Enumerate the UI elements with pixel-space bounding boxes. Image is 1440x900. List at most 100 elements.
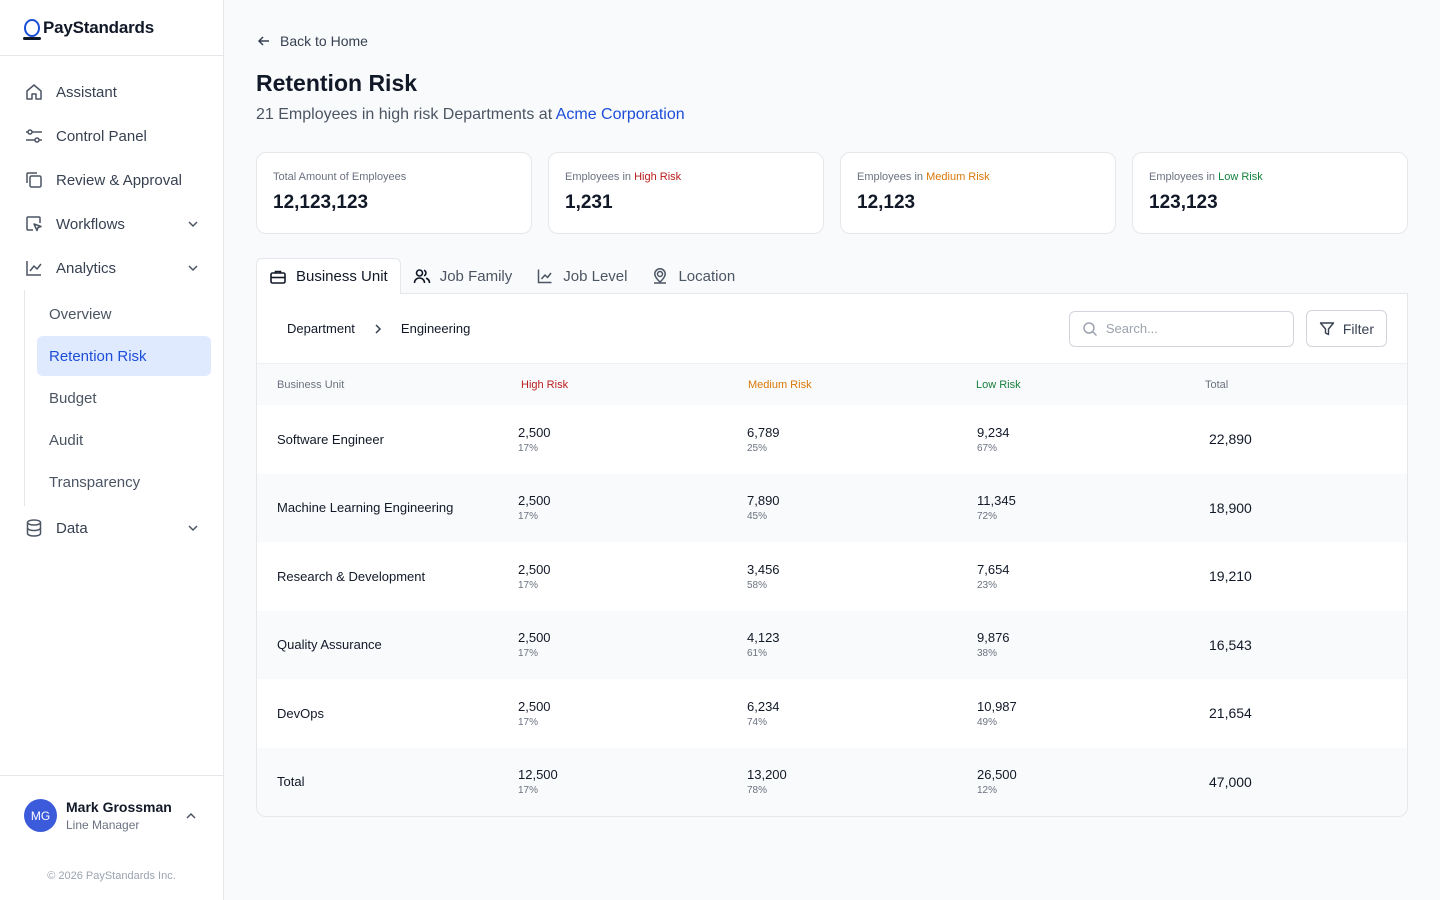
back-link[interactable]: Back to Home [256,33,368,49]
sidebar-item-label: Control Panel [56,127,147,145]
cell-percent: 17% [518,442,539,454]
chevron-down-icon[interactable] [185,260,201,276]
col-header-business-unit[interactable]: Business Unit [277,378,345,391]
sidebar-item-assistant[interactable]: Assistant [0,70,223,114]
cell-percent: 17% [518,716,539,728]
sidebar-item-budget[interactable]: Budget [49,389,97,407]
cell-value: 6,234 [747,698,780,714]
cell-value: 7,654 [977,561,1010,577]
table-row[interactable]: DevOps 2,500 17% 6,234 74% 10,987 49% 21,65… [257,679,1407,748]
copyright: © 2026 PayStandards Inc. [47,870,176,882]
search-box[interactable] [1068,310,1294,347]
logo-mark-icon [23,18,41,40]
cell-low-risk: 9,234 67% [976,425,1205,454]
risk-table-card: Department Engineering Filter Business U… [256,294,1408,817]
cell-medium-risk: 7,890 45% [747,493,976,522]
cell-value: 4,123 [747,630,780,646]
sidebar-item-workflows[interactable]: Workflows [0,202,223,246]
users-icon [413,269,431,284]
search-input[interactable] [1105,321,1276,336]
stat-label: Employees in Medium Risk [857,171,1099,183]
stat-value: 12,123,123 [273,192,369,213]
sidebar-item-retention-risk[interactable]: Retention Risk [37,336,211,376]
cell-percent: 12% [977,785,998,797]
table-row-total[interactable]: Total 12,500 17% 13,200 78% 26,500 12% 47,0… [257,747,1407,816]
cell-value: 26,500 [977,767,1017,783]
sidebar-item-analytics[interactable]: Analytics [0,246,223,290]
tab-label: Job Level [563,267,628,285]
cell-percent: 61% [747,648,768,660]
sidebar-item-audit[interactable]: Audit [49,431,84,449]
col-header-low-risk[interactable]: Low Risk [976,378,1021,391]
stat-label-text: Employees in [857,171,924,183]
user-menu[interactable]: MG Mark Grossman Line Manager [0,775,223,855]
cell-low-risk: 26,500 12% [976,767,1205,796]
sidebar-item-overview[interactable]: Overview [49,305,112,323]
filter-button[interactable]: Filter [1305,310,1387,347]
chart-line-icon [538,269,552,284]
cell-medium-risk: 4,123 61% [747,630,976,659]
cell-medium-risk: 3,456 58% [747,562,976,591]
cell-business-unit: DevOps [277,705,324,721]
tab-job-level[interactable]: Job Level [524,258,639,294]
chevron-up-icon[interactable] [183,808,199,824]
cell-total: 47,000 [1209,773,1252,790]
stat-label-accent: High Risk [634,171,682,183]
cell-percent: 58% [747,579,768,591]
home-icon [24,82,44,102]
breadcrumb-engineering[interactable]: Engineering [400,321,471,336]
stat-label-text: Total Amount of Employees [273,171,407,183]
stat-label-text: Employees in [565,171,632,183]
sidebar-item-data[interactable]: Data [0,506,223,550]
sidebar-item-transparency[interactable]: Transparency [49,473,141,491]
col-header-high-risk[interactable]: High Risk [521,378,569,391]
tab-business-unit[interactable]: Business Unit [256,258,401,295]
chevron-down-icon[interactable] [185,520,201,536]
stats-row: Total Amount of Employees 12,123,123 Emp… [256,152,1408,234]
cell-high-risk: 2,500 17% [518,562,747,591]
user-name: Mark Grossman [66,799,172,815]
cell-business-unit: Quality Assurance [277,637,382,653]
user-role: Line Manager [66,818,140,832]
stat-label-text: Employees in [1149,171,1216,183]
tab-location[interactable]: Location [639,258,747,294]
cell-value: 6,789 [747,424,780,440]
cell-total: 18,900 [1209,499,1252,516]
cell-percent: 17% [518,785,539,797]
logo[interactable]: PayStandards [0,0,223,56]
cell-percent: 72% [977,511,998,523]
cell-value: 3,456 [747,561,780,577]
company-link[interactable]: Acme Corporation [555,106,685,123]
table-header: Business Unit High Risk Medium Risk Low … [257,364,1407,405]
chart-line-icon [24,258,44,278]
cell-business-unit: Total [277,774,305,790]
breadcrumb-department[interactable]: Department [287,321,355,336]
sidebar-item-review-approval[interactable]: Review & Approval [0,158,223,202]
table-row[interactable]: Machine Learning Engineering 2,500 17% 7,… [257,473,1407,542]
col-header-total[interactable]: Total [1205,378,1229,391]
subtitle-text: 21 Employees in high risk Departments at [256,106,553,123]
cell-percent: 17% [518,648,539,660]
database-icon [24,518,44,538]
sidebar-item-control-panel[interactable]: Control Panel [0,114,223,158]
location-icon [654,268,667,284]
cell-value: 12,500 [518,767,558,783]
cell-percent: 45% [747,511,768,523]
col-header-medium-risk[interactable]: Medium Risk [748,378,812,391]
chevron-down-icon[interactable] [185,216,201,232]
cell-business-unit: Research & Development [277,568,426,584]
cell-low-risk: 11,345 72% [976,493,1205,522]
filter-label: Filter [1342,320,1374,337]
table-row[interactable]: Quality Assurance 2,500 17% 4,123 61% 9,87… [257,610,1407,679]
cell-percent: 74% [747,716,768,728]
page-title: Retention Risk [256,70,418,96]
cell-high-risk: 12,500 17% [518,767,747,796]
cell-value: 2,500 [518,698,551,714]
table-row[interactable]: Research & Development 2,500 17% 3,456 58%… [257,542,1407,611]
cell-value: 10,987 [977,698,1017,714]
cell-value: 11,345 [977,493,1016,509]
cell-low-risk: 10,987 49% [976,699,1205,728]
cell-percent: 25% [747,442,768,454]
table-row[interactable]: Software Engineer 2,500 17% 6,789 25% 9,23… [257,405,1407,474]
tab-job-family[interactable]: Job Family [401,258,525,294]
